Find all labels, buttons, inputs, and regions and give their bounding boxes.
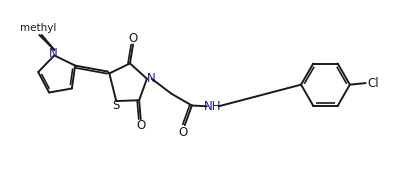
Text: Cl: Cl (368, 77, 379, 90)
Text: methyl: methyl (20, 23, 56, 33)
Text: O: O (136, 119, 145, 132)
Text: N: N (49, 47, 58, 60)
Text: O: O (178, 126, 187, 139)
Text: NH: NH (203, 100, 221, 113)
Text: N: N (147, 72, 155, 85)
Text: S: S (112, 99, 120, 112)
Text: O: O (128, 32, 138, 45)
